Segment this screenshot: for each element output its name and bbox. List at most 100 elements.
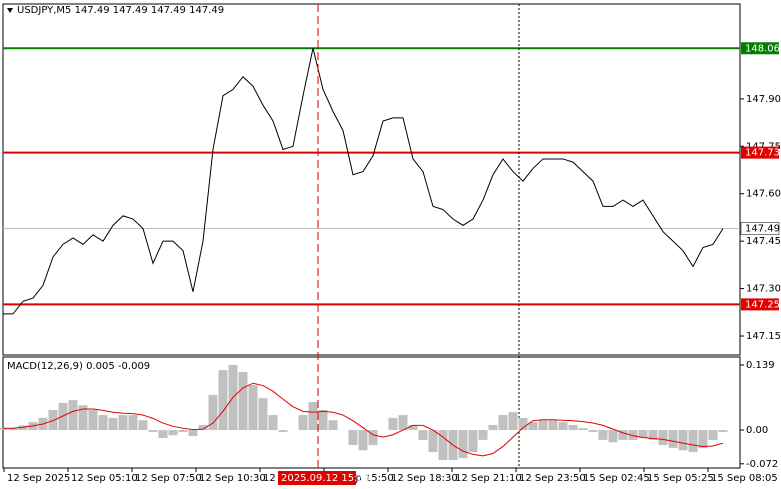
y-tick-label: 147.60 — [746, 189, 781, 200]
macd-bar — [308, 401, 318, 431]
current-price-label: 147.49 — [745, 224, 780, 235]
macd-bar — [668, 430, 678, 448]
cursor-label-box — [278, 471, 356, 485]
macd-bar — [88, 409, 98, 431]
macd-bar — [528, 422, 538, 431]
macd-bar — [588, 430, 598, 432]
macd-bar — [8, 428, 18, 431]
level-label: 148.06 — [745, 43, 780, 54]
macd-bar — [468, 430, 478, 453]
x-tick-label: 12 Sep 10:30 — [199, 473, 266, 484]
macd-bar — [98, 415, 108, 431]
macd-bar — [48, 409, 58, 431]
y-tick-label: 0.139 — [746, 360, 775, 371]
macd-bar — [518, 417, 528, 431]
macd-bar — [248, 385, 258, 431]
macd-bar — [618, 430, 628, 440]
x-tick-label: 12 Sep 18:30 — [391, 473, 458, 484]
level-label: 147.73 — [745, 148, 780, 159]
y-tick-label: 147.30 — [746, 284, 781, 295]
macd-bar — [258, 398, 268, 431]
macd-bar — [478, 430, 488, 440]
macd-bar — [458, 430, 468, 459]
macd-bar — [538, 420, 548, 431]
level-label-box — [741, 146, 779, 159]
x-tick-label: 12 Sep 07:50 — [135, 473, 202, 484]
macd-bar — [218, 370, 228, 431]
macd-bar — [568, 424, 578, 431]
macd-bar — [358, 430, 368, 451]
macd-bar — [598, 430, 608, 440]
macd-bar — [178, 430, 188, 432]
macd-bar — [578, 428, 588, 431]
macd-bar — [298, 415, 308, 431]
macd-bar — [558, 422, 568, 431]
macd-bar — [408, 424, 418, 431]
macd-bar — [268, 415, 278, 431]
macd-bar — [488, 424, 498, 431]
x-tick-label: 12 Sep 23:50 — [519, 473, 586, 484]
macd-bar — [648, 430, 658, 440]
macd-bar — [208, 394, 218, 431]
macd-bar — [78, 405, 88, 431]
macd-bar — [368, 430, 378, 446]
macd-bar — [108, 417, 118, 431]
macd-bar — [68, 400, 78, 431]
y-tick-label: 147.90 — [746, 94, 781, 105]
x-tick-label: 12 Sep 15:50 — [327, 473, 394, 484]
y-tick-label: 147.45 — [746, 236, 781, 247]
macd-bar — [118, 415, 128, 431]
macd-bar — [438, 430, 448, 461]
y-tick-label: 0.00 — [746, 425, 768, 436]
macd-bar — [548, 420, 558, 431]
collapse-icon — [7, 8, 13, 13]
macd-title: MACD(12,26,9) 0.005 -0.009 — [7, 361, 150, 372]
x-tick-label: 15 Sep 02:45 — [583, 473, 650, 484]
macd-bar — [498, 415, 508, 431]
price-line — [3, 48, 724, 315]
macd-bar — [708, 430, 718, 440]
macd-bar — [698, 430, 708, 448]
macd-bar — [348, 430, 358, 446]
price-panel — [2, 3, 741, 356]
macd-bar — [168, 430, 178, 436]
macd-bar — [628, 430, 638, 440]
macd-bar — [198, 424, 208, 431]
y-tick-label: 147.15 — [746, 331, 781, 342]
x-tick-label: 12 Sep 2025 — [7, 473, 70, 484]
x-tick-label: 15 Sep 05:25 — [647, 473, 714, 484]
macd-bar — [418, 430, 428, 440]
macd-bar — [318, 409, 328, 431]
macd-bar — [138, 420, 148, 431]
macd-bar — [278, 430, 288, 432]
level-label-box — [741, 42, 779, 55]
macd-bar — [388, 417, 398, 431]
macd-bar — [688, 430, 698, 453]
macd-bar — [608, 430, 618, 443]
level-label: 147.25 — [745, 299, 780, 310]
macd-bar — [158, 430, 168, 439]
cursor-label: 2025.09.12 15:35 — [281, 473, 370, 484]
macd-bar — [188, 430, 198, 437]
macd-bar — [638, 430, 648, 439]
chart-title: USDJPY,M5 147.49 147.49 147.49 147.49 — [17, 5, 224, 16]
macd-bar — [508, 412, 518, 431]
macd-bar — [328, 420, 338, 431]
macd-bar — [428, 430, 438, 453]
x-tick-label: 12 Sep 05:10 — [71, 473, 138, 484]
macd-bar — [658, 430, 668, 446]
y-tick-label: -0.072 — [746, 459, 778, 470]
signal-line — [3, 382, 724, 457]
macd-bar — [718, 430, 728, 432]
macd-bar — [678, 430, 688, 451]
macd-bar — [0, 428, 8, 431]
macd-bar — [128, 415, 138, 431]
x-tick-label: 15 Sep 08:05 — [711, 473, 778, 484]
macd-bar — [238, 371, 248, 431]
current-price-box — [740, 222, 780, 235]
level-label-box — [741, 298, 779, 311]
x-tick-label: 12 Sep 21:10 — [455, 473, 522, 484]
macd-bar — [148, 430, 158, 432]
